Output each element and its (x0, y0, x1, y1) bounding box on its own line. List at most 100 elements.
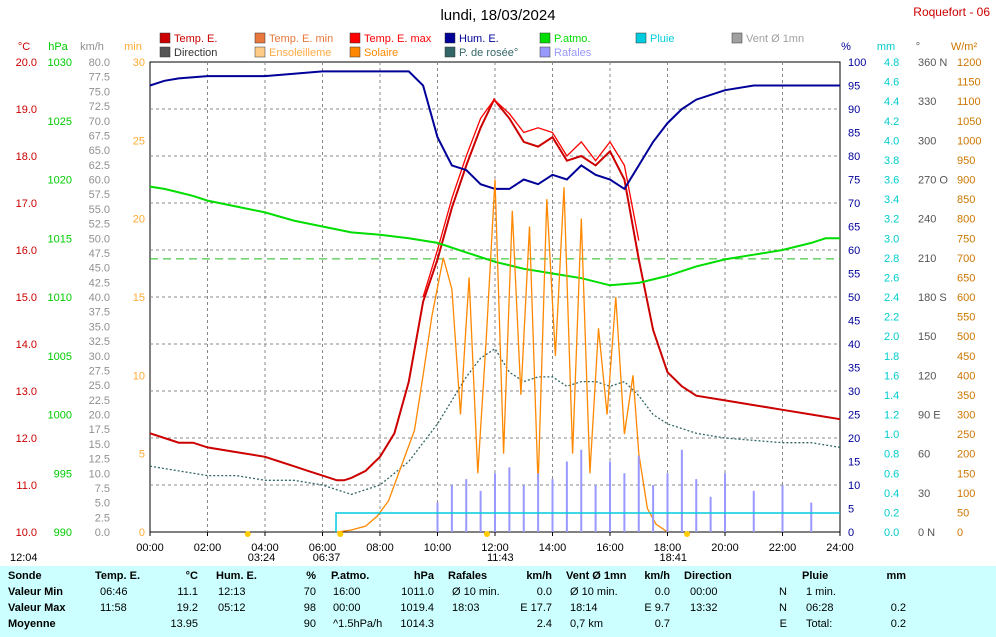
table-cell: 19.2 (176, 602, 198, 614)
tick-label-min: 10 (133, 370, 145, 382)
tick-label-rain: 3.2 (884, 214, 899, 226)
tick-label-hum: 45 (848, 316, 860, 328)
tick-label-hum: 80 (848, 151, 860, 163)
axis-unit-rain: mm (877, 41, 895, 53)
tick-label-solar: 950 (957, 155, 975, 167)
table-cell: 1011.0 (401, 586, 434, 598)
tick-label-rain: 4.6 (884, 77, 899, 89)
table-cell: 06:46 (100, 586, 128, 598)
tick-label-rain: 4.4 (884, 96, 899, 108)
table-cell: 70 (303, 586, 316, 598)
tick-label-dir: 90 E (918, 410, 941, 422)
tick-label-temp: 14.0 (16, 339, 37, 351)
table-cell: 11.1 (177, 586, 198, 598)
tick-label-min: 0 (139, 527, 145, 539)
tick-label-solar: 650 (957, 272, 975, 284)
series-line-5 (336, 179, 668, 533)
table-cell: °C (185, 570, 198, 582)
x-tick-label: 04:00 (251, 542, 279, 554)
tick-label-rain: 4.0 (884, 135, 899, 147)
tick-label-solar: 450 (957, 351, 975, 363)
tick-label-hum: 50 (848, 292, 860, 304)
table-cell: Pluie (802, 570, 829, 582)
legend-swatch (539, 32, 551, 44)
table-cell: hPa (413, 570, 434, 582)
tick-label-rain: 0.2 (884, 507, 899, 519)
legend-label: Vent Ø 1mn (746, 33, 804, 45)
tick-label-temp: 19.0 (16, 104, 37, 116)
axis-unit-dir: ° (916, 41, 920, 53)
tick-label-wind: 65.0 (89, 145, 110, 157)
tick-label-wind: 22.5 (89, 395, 110, 407)
tick-label-solar: 400 (957, 370, 975, 382)
tick-label-hum: 25 (848, 410, 860, 422)
series-layer (149, 70, 841, 533)
table-cell: Hum. E. (216, 570, 257, 582)
tick-label-dir: 30 (918, 488, 930, 500)
table-cell: 0.2 (890, 602, 906, 614)
legend-swatch (635, 32, 647, 44)
tick-label-rain: 2.8 (884, 253, 899, 265)
tick-label-solar: 1150 (957, 77, 981, 89)
legend-swatch (731, 32, 743, 44)
tick-label-wind: 55.0 (89, 204, 110, 216)
legend-swatch (539, 46, 551, 58)
legend-swatch (254, 32, 266, 44)
x-tick-label: 00:00 (136, 542, 164, 554)
table-cell: 0.7 (654, 618, 670, 630)
tick-label-hum: 65 (848, 222, 860, 234)
tick-label-rain: 2.6 (884, 272, 899, 284)
x-tick-label: 22:00 (769, 542, 797, 554)
table-cell: % (306, 570, 316, 582)
tick-label-solar: 500 (957, 331, 975, 343)
legend-swatch (254, 46, 266, 58)
tick-label-rain: 1.8 (884, 351, 899, 363)
tick-label-wind: 25.0 (89, 380, 110, 392)
table-cell: N (779, 602, 787, 614)
table-cell: Sonde (8, 570, 42, 582)
astro-marker: 18:41 (660, 552, 688, 564)
tick-label-wind: 52.5 (89, 219, 110, 231)
tick-label-dir: 270 O (918, 175, 948, 187)
tick-label-solar: 1000 (957, 135, 981, 147)
tick-label-dir: 0 N (918, 527, 935, 539)
tick-label-wind: 20.0 (89, 410, 110, 422)
table-cell: Rafales (448, 570, 488, 582)
x-tick-label: 08:00 (366, 542, 394, 554)
tick-label-rain: 2.2 (884, 312, 899, 324)
legend-swatch (349, 46, 361, 58)
tick-label-rain: 3.8 (884, 155, 899, 167)
tick-label-rain: 2.4 (884, 292, 899, 304)
table-cell: Valeur Min (8, 586, 64, 598)
tick-label-rain: 2.0 (884, 331, 899, 343)
tick-label-hum: 35 (848, 363, 860, 375)
axis-unit-wind: km/h (80, 41, 104, 53)
tick-label-solar: 1050 (957, 116, 981, 128)
tick-label-wind: 32.5 (89, 336, 110, 348)
legend-label: Rafales (554, 47, 592, 59)
tick-label-wind: 40.0 (89, 292, 110, 304)
table-cell: 98 (303, 602, 316, 614)
legend-label: Hum. E. (459, 33, 499, 45)
legend-swatch (349, 32, 361, 44)
series-line-0 (149, 97, 841, 482)
table-cell: 0.0 (654, 586, 670, 598)
table-cell: 13.95 (170, 618, 198, 630)
legend-label: Temp. E. min (269, 33, 333, 45)
tick-label-press: 1015 (48, 233, 72, 245)
axis-unit-temp: °C (18, 41, 30, 53)
tick-label-dir: 240 (918, 214, 936, 226)
tick-label-hum: 55 (848, 269, 860, 281)
table-cell: E (779, 618, 787, 630)
tick-label-press: 1020 (48, 175, 72, 187)
x-tick-label: 16:00 (596, 542, 624, 554)
tick-label-solar: 700 (957, 253, 975, 265)
series-line-1 (422, 98, 640, 298)
tick-label-hum: 40 (848, 339, 860, 351)
weather-chart: 20.0 19.0 18.0 17.0 16.0 15.0 14.0 13.0 12.0 11.0… (10, 5, 990, 564)
tick-label-press: 1005 (48, 351, 72, 363)
axis-unit-min: min (124, 41, 142, 53)
table-row: Valeur Min 06:46 11.1 12:13 70 16:00 1011.0 Ø 1… (0, 586, 996, 602)
axis-unit-hum: % (841, 41, 851, 53)
tick-label-press: 1010 (48, 292, 72, 304)
